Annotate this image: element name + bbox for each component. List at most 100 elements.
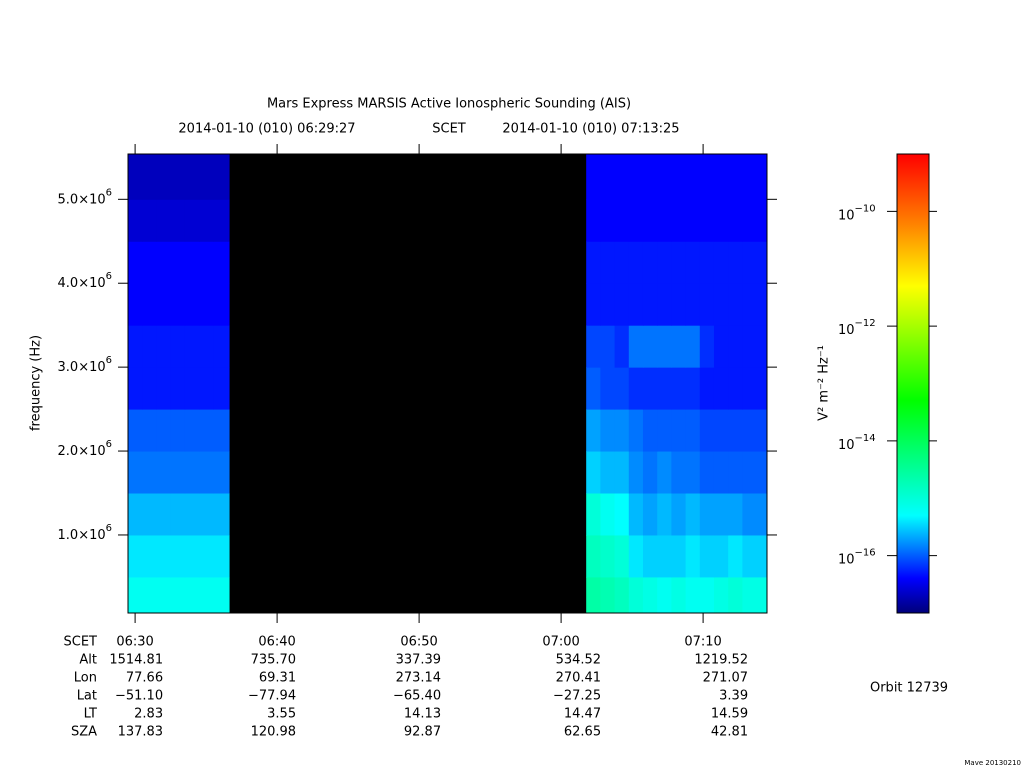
heatmap-cell — [685, 451, 701, 494]
heatmap-cell — [199, 367, 214, 410]
heatmap-cell — [170, 409, 186, 452]
colorbar-tick-label: 10−12 — [838, 318, 876, 338]
heatmap-cell — [685, 409, 701, 452]
heatmap-cell — [642, 576, 658, 614]
heatmap-cell — [671, 241, 687, 284]
heatmap-cell — [685, 241, 701, 284]
heatmap-cell — [614, 451, 630, 494]
heatmap-cell — [142, 451, 157, 494]
heatmap-cell — [128, 241, 143, 284]
heatmap-cell — [142, 534, 157, 578]
heatmap-cell — [170, 576, 186, 614]
heatmap-cell — [728, 283, 743, 326]
heatmap-cell — [699, 534, 715, 578]
heatmap-cell — [728, 493, 743, 536]
y-tick-label: 5.0×106 — [58, 187, 112, 207]
heatmap-cell — [128, 576, 143, 614]
start-time: 2014-01-10 (010) 06:29:27 — [178, 122, 355, 137]
heatmap-cell — [213, 576, 230, 614]
heatmap-cell — [142, 325, 157, 368]
y-tick-exponent: 6 — [106, 187, 112, 198]
heatmap-cell — [614, 367, 630, 410]
heatmap-cell — [199, 534, 214, 578]
heatmap-cell — [199, 325, 214, 368]
ephemeris-value: 120.98 — [251, 725, 297, 740]
heatmap-cell — [671, 576, 687, 614]
heatmap-cell — [657, 493, 672, 536]
heatmap-cell — [742, 367, 768, 410]
heatmap-cell — [213, 493, 230, 536]
orbit-label: Orbit 12739 — [870, 681, 948, 696]
heatmap-cell — [213, 154, 230, 200]
ephemeris-value: 14.13 — [404, 707, 441, 722]
heatmap-cell — [642, 367, 658, 410]
heatmap-cell — [642, 283, 658, 326]
heatmap-cell — [628, 367, 644, 410]
ephemeris-value: 92.87 — [404, 725, 441, 740]
heatmap-cell — [628, 154, 644, 200]
colorbar-tick-exponent: −10 — [855, 203, 876, 214]
colorbar-tick-label: 10−10 — [838, 203, 876, 223]
heatmap-cell — [199, 409, 214, 452]
ephemeris-label: SZA — [71, 725, 97, 740]
heatmap — [128, 154, 768, 614]
heatmap-cell — [184, 154, 200, 200]
heatmap-cell — [142, 241, 157, 284]
plot-frame — [127, 153, 768, 614]
heatmap-cell — [128, 199, 143, 242]
heatmap-cell — [156, 493, 172, 536]
heatmap-cell — [170, 493, 186, 536]
heatmap-cell — [671, 154, 687, 200]
heatmap-cell — [170, 241, 186, 284]
heatmap-cell — [600, 534, 616, 578]
heatmap-cell — [156, 154, 172, 200]
heatmap-cell — [170, 534, 186, 578]
heatmap-cell — [742, 534, 768, 578]
ephemeris-value: 14.59 — [711, 707, 748, 722]
heatmap-cell — [713, 493, 729, 536]
y-tick-exponent: 6 — [106, 271, 112, 282]
heatmap-cell — [213, 451, 230, 494]
heatmap-cell — [170, 325, 186, 368]
heatmap-cell — [142, 493, 157, 536]
heatmap-cell — [699, 154, 715, 200]
time-system: SCET — [432, 122, 466, 137]
heatmap-cell — [213, 534, 230, 578]
colorbar-tick-exponent: −12 — [855, 318, 876, 329]
heatmap-cell — [199, 451, 214, 494]
heatmap-cell — [713, 283, 729, 326]
heatmap-cell — [213, 409, 230, 452]
ephemeris-value: 62.65 — [564, 725, 601, 740]
y-tick-exponent: 6 — [106, 355, 112, 366]
heatmap-cell — [156, 409, 172, 452]
heatmap-cell — [600, 154, 616, 200]
heatmap-cell — [614, 154, 630, 200]
ephemeris-value: 14.47 — [564, 707, 601, 722]
heatmap-cell — [600, 451, 616, 494]
heatmap-cell — [142, 199, 157, 242]
chart-title: Mars Express MARSIS Active Ionospheric S… — [267, 97, 631, 112]
heatmap-cell — [184, 241, 200, 284]
end-time: 2014-01-10 (010) 07:13:25 — [502, 122, 679, 137]
heatmap-cell — [600, 283, 616, 326]
colorbar-tick-base: 10 — [838, 323, 855, 338]
x-tick-label: 07:00 — [542, 635, 579, 650]
x-tick-label: 06:50 — [400, 635, 437, 650]
heatmap-cell — [728, 325, 743, 368]
ephemeris-label: Alt — [79, 653, 97, 668]
colorbar — [896, 153, 930, 614]
heatmap-cell — [742, 283, 768, 326]
heatmap-cell — [642, 154, 658, 200]
heatmap-cell — [728, 199, 743, 242]
heatmap-cell — [128, 325, 143, 368]
heatmap-cell — [586, 451, 601, 494]
heatmap-cell — [184, 534, 200, 578]
colorbar-tick-label: 10−14 — [838, 433, 876, 453]
ephemeris-value: 534.52 — [556, 653, 602, 668]
heatmap-cell — [628, 451, 644, 494]
heatmap-cell — [628, 534, 644, 578]
heatmap-cell — [728, 534, 743, 578]
y-tick-mantissa: 3.0×10 — [58, 360, 106, 375]
heatmap-cell — [642, 409, 658, 452]
